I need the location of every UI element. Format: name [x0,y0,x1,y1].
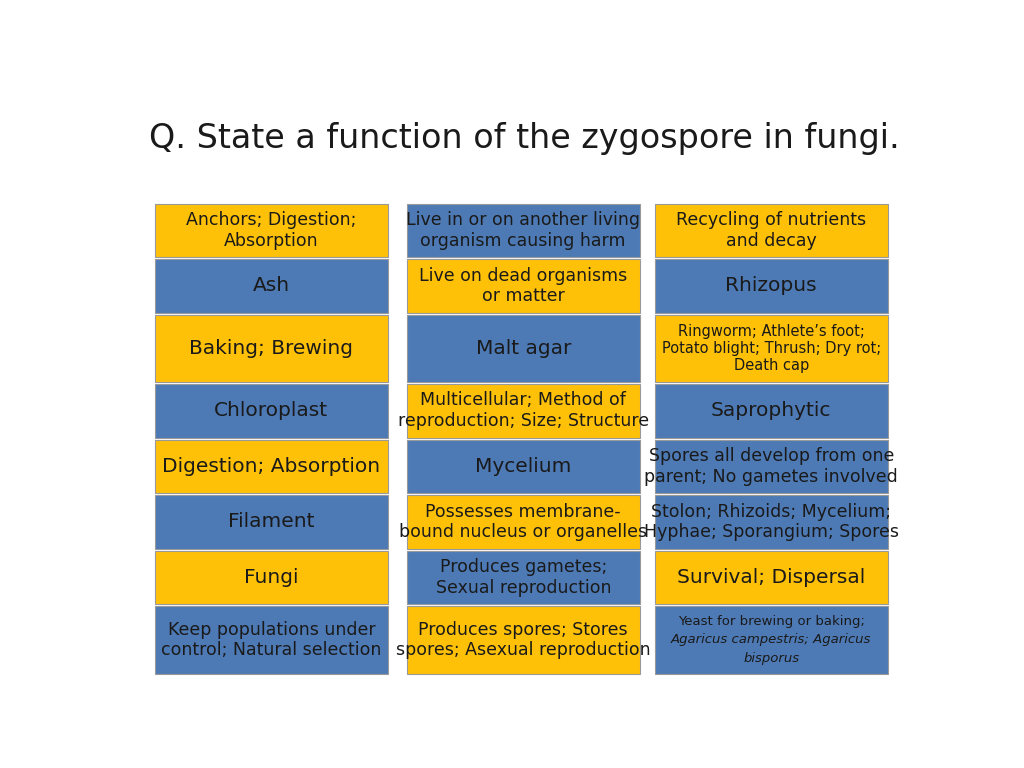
Text: Ringworm; Athlete’s foot;
Potato blight; Thrush; Dry rot;
Death cap: Ringworm; Athlete’s foot; Potato blight;… [662,323,881,373]
Text: Malt agar: Malt agar [475,339,571,358]
Text: Rhizopus: Rhizopus [725,276,817,296]
Bar [407,384,640,438]
Bar [407,315,640,382]
Text: Spores all develop from one
parent; No gametes involved: Spores all develop from one parent; No g… [644,447,898,486]
Bar [407,204,640,257]
Text: Filament: Filament [228,512,314,531]
Text: Chloroplast: Chloroplast [214,402,329,420]
Bar [407,607,640,674]
Bar [655,384,888,438]
Bar [655,551,888,604]
Bar [155,551,388,604]
Text: Survival; Dispersal: Survival; Dispersal [677,568,865,587]
Text: Live on dead organisms
or matter: Live on dead organisms or matter [419,266,628,306]
Bar [655,607,888,674]
Text: Produces spores; Stores
spores; Asexual reproduction: Produces spores; Stores spores; Asexual … [396,621,650,660]
Text: Recycling of nutrients
and decay: Recycling of nutrients and decay [676,211,866,250]
Bar [655,260,888,313]
Text: Anchors; Digestion;
Absorption: Anchors; Digestion; Absorption [186,211,356,250]
Bar [155,315,388,382]
Bar [655,495,888,548]
Text: Agaricus campestris; Agaricus: Agaricus campestris; Agaricus [671,634,871,647]
Text: Saprophytic: Saprophytic [711,402,831,420]
Text: Stolon; Rhizoids; Mycelium;
Hyphae; Sporangium; Spores: Stolon; Rhizoids; Mycelium; Hyphae; Spor… [644,502,899,541]
Text: Possesses membrane-
bound nucleus or organelles: Possesses membrane- bound nucleus or org… [399,502,647,541]
Text: Keep populations under
control; Natural selection: Keep populations under control; Natural … [161,621,382,660]
Bar [155,607,388,674]
Text: Q. State a function of the zygospore in fungi.: Q. State a function of the zygospore in … [150,122,900,155]
Text: Live in or on another living
organism causing harm: Live in or on another living organism ca… [407,211,640,250]
Text: Fungi: Fungi [244,568,299,587]
Bar [407,260,640,313]
Bar [407,440,640,493]
Bar [655,315,888,382]
Bar [407,551,640,604]
Text: Mycelium: Mycelium [475,457,571,476]
Text: Yeast for brewing or baking;: Yeast for brewing or baking; [678,615,864,627]
Bar [155,260,388,313]
Bar [407,495,640,548]
Text: Baking; Brewing: Baking; Brewing [189,339,353,358]
Text: bisporus: bisporus [743,652,800,665]
Bar [155,440,388,493]
Text: Multicellular; Method of
reproduction; Size; Structure: Multicellular; Method of reproduction; S… [397,392,649,430]
Text: Produces gametes;
Sexual reproduction: Produces gametes; Sexual reproduction [435,558,611,597]
Text: Digestion; Absorption: Digestion; Absorption [163,457,381,476]
Bar [155,204,388,257]
Bar [155,495,388,548]
Text: Ash: Ash [253,276,290,296]
Bar [155,384,388,438]
Bar [655,440,888,493]
Bar [655,204,888,257]
